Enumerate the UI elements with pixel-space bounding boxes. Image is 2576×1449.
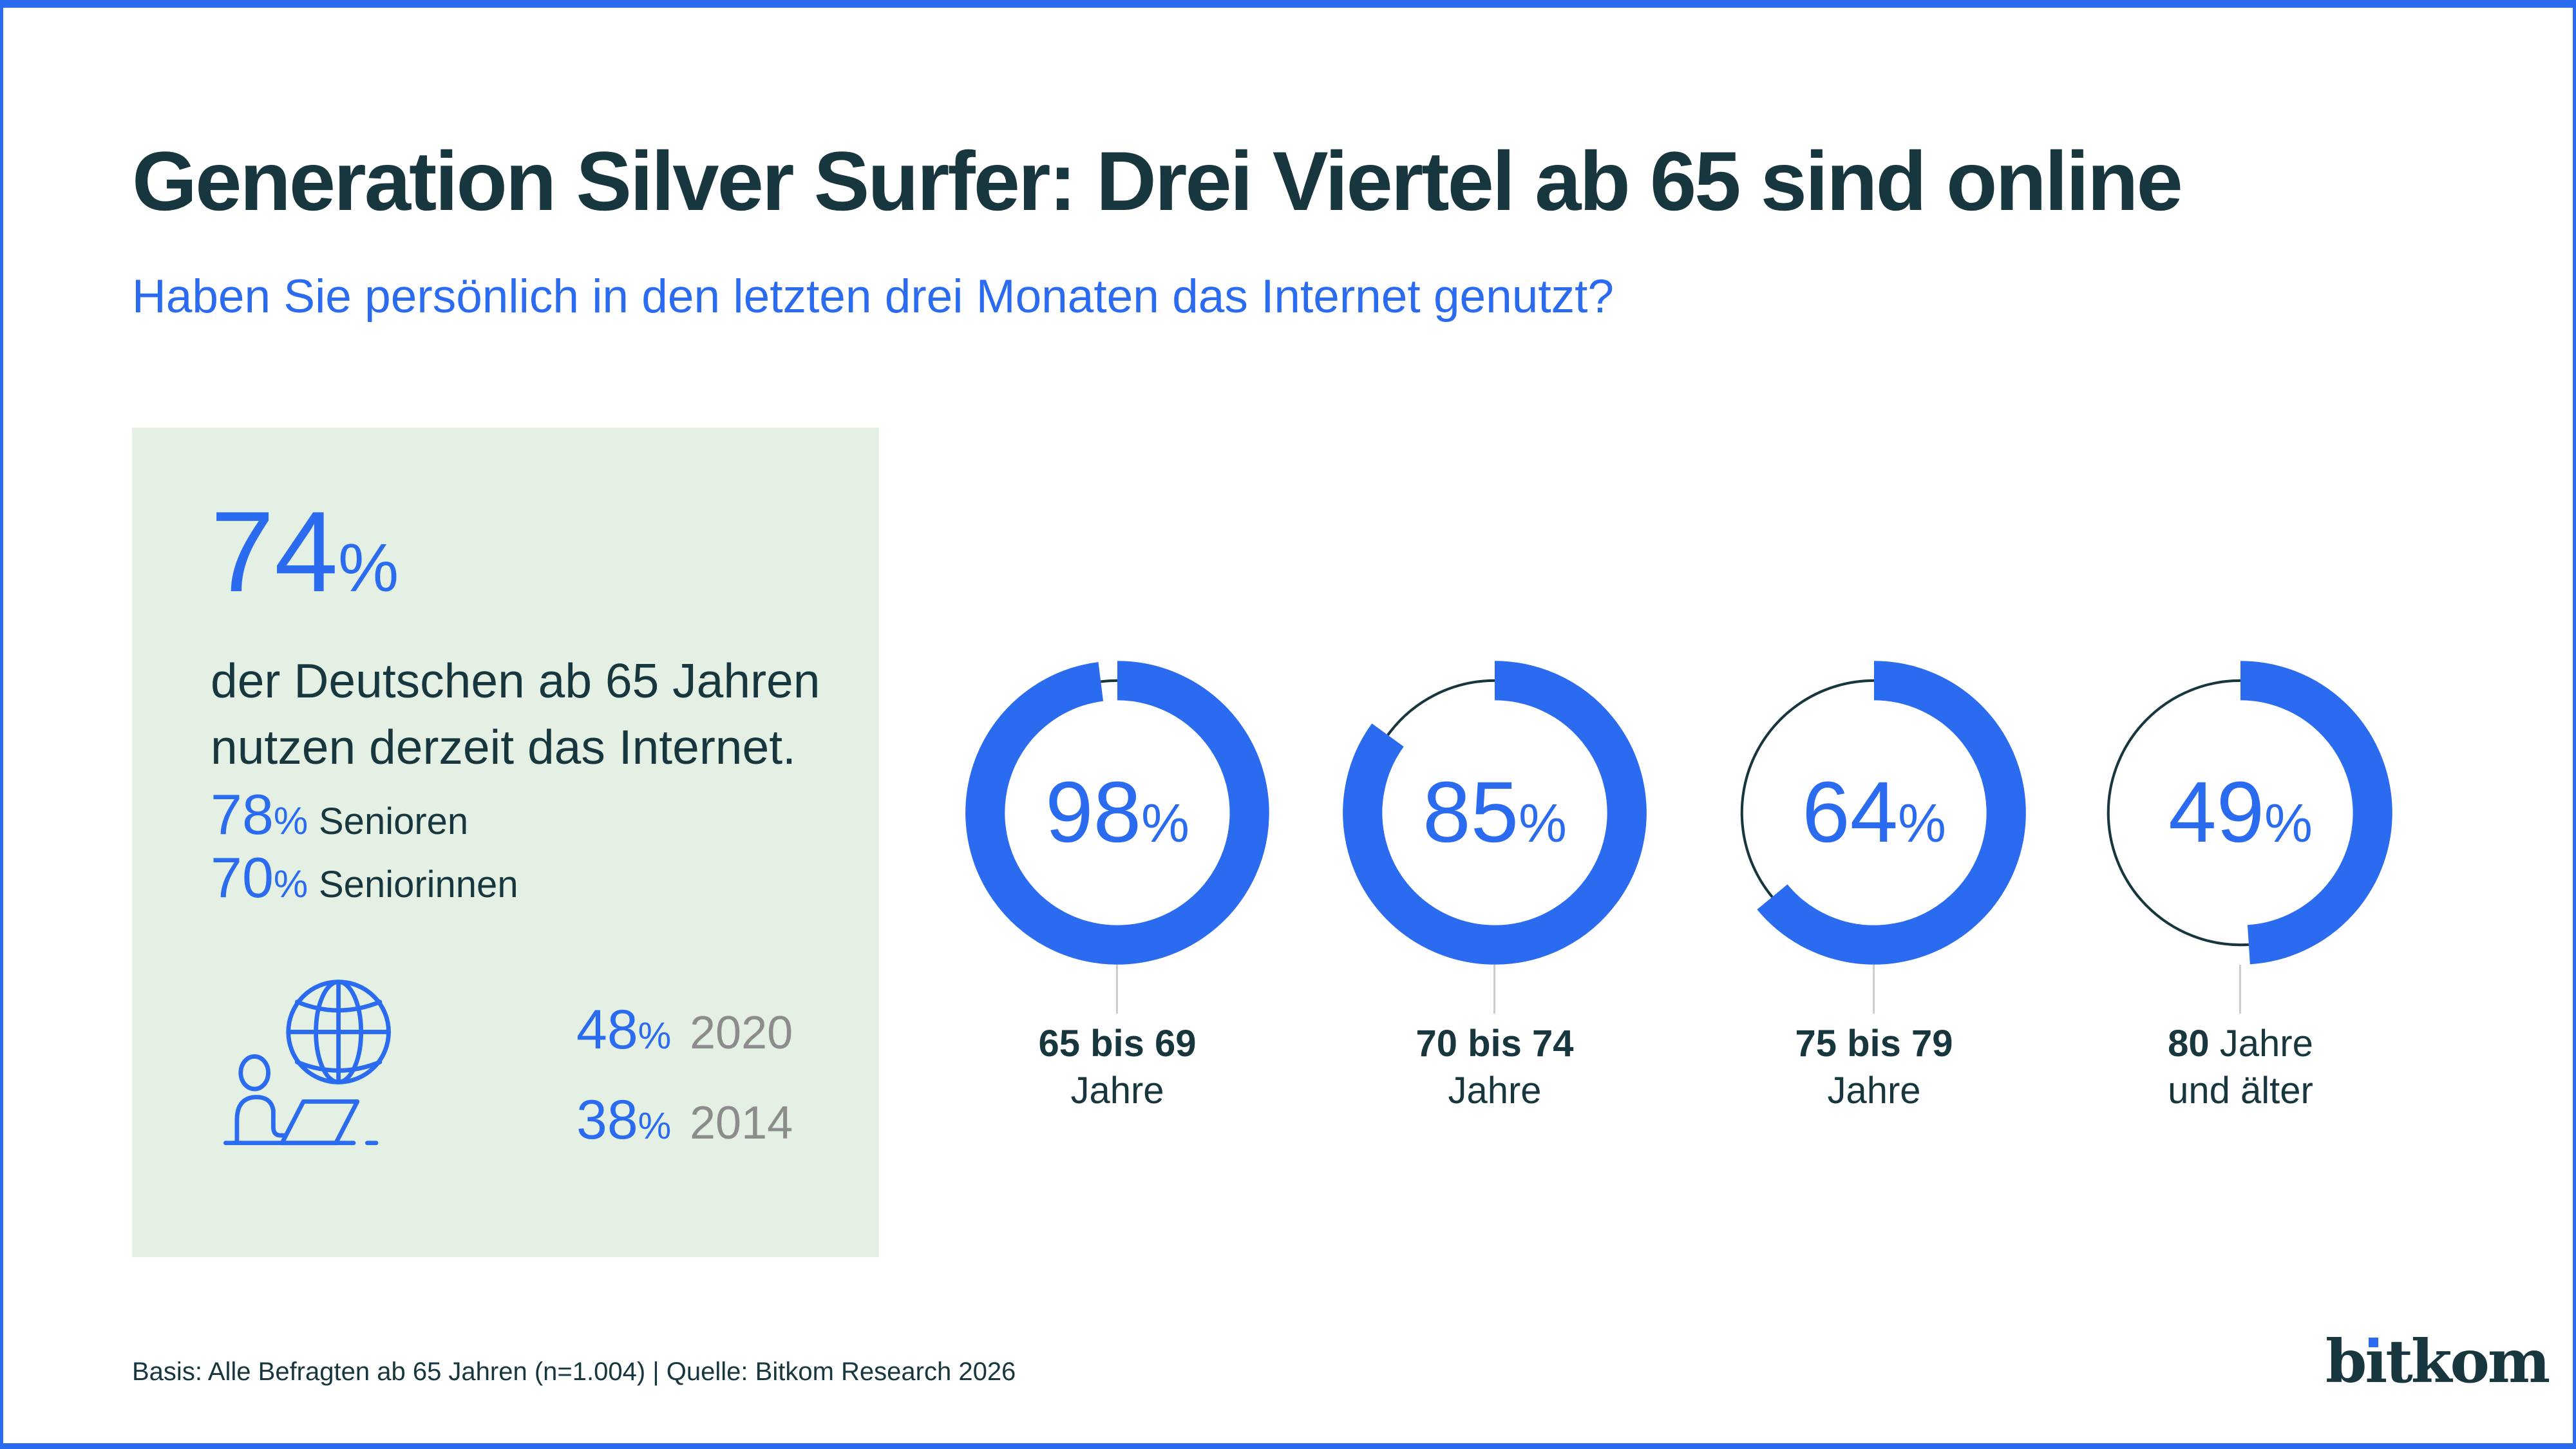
- donut-label-line2: Jahre: [1448, 1070, 1542, 1112]
- stat-row-2020: 48% 2020: [576, 998, 793, 1062]
- logo-text-pre: b: [2325, 1327, 2367, 1396]
- logo-letter-i: ı: [2365, 1329, 2387, 1394]
- stat-year: 2020: [690, 1007, 793, 1059]
- donut-percent-number: 64: [1802, 764, 1899, 860]
- donut-chart: [2107, 661, 2392, 965]
- person-head: [238, 1054, 271, 1092]
- percent-sign: %: [638, 1015, 672, 1057]
- donut-value-arc: [2240, 661, 2392, 965]
- highlight-description: der Deutschen ab 65 Jahren nutzen derzei…: [211, 654, 820, 774]
- donut-label-line2: Jahre: [1827, 1070, 1921, 1112]
- percent-sign: %: [1898, 793, 1946, 853]
- label-connector-line: [1873, 965, 1875, 1014]
- bitkom-logo: bı tkom: [2325, 1327, 2550, 1396]
- donut-label-line1: 65 bis 69: [963, 1020, 1272, 1067]
- percent-sign: %: [273, 799, 308, 842]
- donut-label: 65 bis 69 Jahre: [963, 1020, 1272, 1114]
- stat-year: 2014: [690, 1097, 793, 1149]
- donut-label-line1: 75 bis 79: [1719, 1020, 2029, 1067]
- donut-65-69: 98% 65 bis 69 Jahre: [963, 658, 1272, 1112]
- stat-row-senioren: 78% Senioren: [211, 782, 468, 848]
- donut-chart: [1343, 661, 1647, 965]
- person-laptop-globe-icon: [223, 980, 391, 1146]
- big-stat: 74%: [211, 495, 399, 609]
- age-range: 80: [2168, 1023, 2210, 1065]
- stat-number: 48: [576, 999, 638, 1061]
- stat-value: 38%: [576, 1088, 690, 1152]
- donut-value: 85%: [1340, 658, 1649, 967]
- donut-value-arc: [965, 661, 1269, 965]
- globe-lat-top: [294, 999, 383, 1013]
- donut-label: 70 bis 74 Jahre: [1340, 1020, 1649, 1114]
- stat-label: Senioren: [319, 800, 469, 842]
- donut-percent-number: 98: [1045, 764, 1142, 860]
- stat-number: 78: [211, 782, 274, 846]
- donut-label-line2: Jahre: [1070, 1070, 1164, 1112]
- stat-number: 38: [576, 1089, 638, 1151]
- stat-value: 48%: [576, 998, 690, 1062]
- percent-sign: %: [273, 862, 308, 905]
- donut-remainder-arc: [1387, 679, 1495, 736]
- donut-70-74: 85% 70 bis 74 Jahre: [1340, 658, 1649, 1112]
- stat-value: 78%: [211, 782, 319, 848]
- donut-value: 98%: [963, 658, 1272, 967]
- donut-label-line1: 70 bis 74: [1340, 1020, 1649, 1067]
- donut-80-plus: 49% 80 Jahre und älter: [2086, 658, 2395, 1112]
- donut-chart: [965, 661, 1269, 965]
- stat-number: 70: [211, 846, 274, 909]
- highlight-box: 74% der Deutschen ab 65 Jahren nutzen de…: [132, 428, 879, 1257]
- stat-label: Seniorinnen: [319, 864, 518, 905]
- stat-value: 70%: [211, 845, 319, 911]
- donut-value: 49%: [2086, 658, 2395, 967]
- logo-text-post: tkom: [2385, 1327, 2550, 1396]
- age-range: 65 bis 69: [1038, 1023, 1197, 1065]
- donut-value: 64%: [1719, 658, 2029, 967]
- age-range: 75 bis 79: [1795, 1023, 1953, 1065]
- label-connector-line: [2239, 965, 2241, 1014]
- page-title: Generation Silver Surfer: Drei Viertel a…: [132, 134, 2183, 228]
- donut-percent-number: 49: [2168, 764, 2265, 860]
- donut-label-line1: 80 Jahre: [2086, 1020, 2395, 1067]
- donut-remainder-arc: [1101, 679, 1117, 683]
- percent-sign: %: [1141, 793, 1189, 853]
- donut-remainder-arc: [2107, 679, 2249, 947]
- big-stat-number: 74: [211, 488, 338, 616]
- laptop: [279, 1099, 360, 1146]
- stat-row-2014: 38% 2014: [576, 1088, 793, 1152]
- donut-label: 75 bis 79 Jahre: [1719, 1020, 2029, 1114]
- donut-75-79: 64% 75 bis 79 Jahre: [1719, 658, 2029, 1112]
- person-body: [234, 1095, 289, 1146]
- stat-row-seniorinnen: 70% Seniorinnen: [211, 845, 518, 911]
- percent-sign: %: [638, 1105, 672, 1147]
- age-range: 70 bis 74: [1416, 1023, 1574, 1065]
- donut-label: 80 Jahre und älter: [2086, 1020, 2395, 1114]
- donut-remainder-arc: [1740, 679, 1874, 898]
- donut-label-line2: und älter: [2168, 1070, 2313, 1112]
- donut-value-arc: [1757, 661, 2026, 965]
- big-stat-percent-sign: %: [338, 530, 399, 606]
- percent-sign: %: [1519, 793, 1567, 853]
- label-connector-line: [1493, 965, 1495, 1014]
- label-connector-line: [1116, 965, 1118, 1014]
- age-range-rest: Jahre: [2209, 1023, 2313, 1065]
- source-note: Basis: Alle Befragten ab 65 Jahren (n=1.…: [132, 1358, 1016, 1386]
- donut-percent-number: 85: [1423, 764, 1519, 860]
- globe-lat-bottom: [294, 1059, 383, 1073]
- survey-question: Haben Sie persönlich in den letzten drei…: [132, 270, 1614, 323]
- donut-value-arc: [1343, 661, 1647, 965]
- donut-chart: [1740, 661, 2026, 965]
- logo-i-dot-square: [2369, 1338, 2379, 1347]
- percent-sign: %: [2264, 793, 2313, 853]
